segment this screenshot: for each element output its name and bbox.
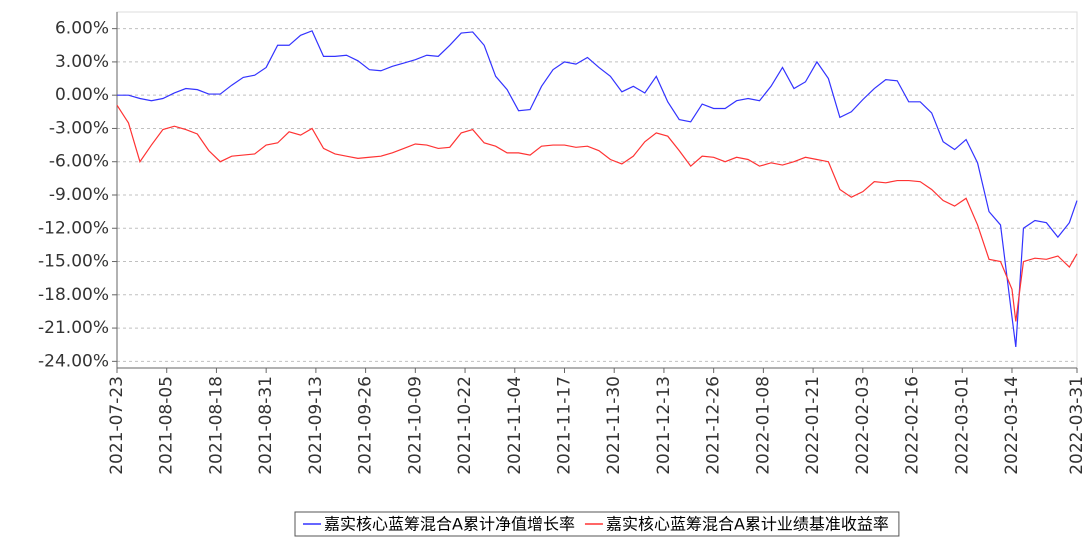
x-tick-label: 2022-01-08 <box>753 376 773 475</box>
series-line <box>116 104 1078 322</box>
legend-label: 嘉实核心蓝筹混合A累计业绩基准收益率 <box>606 515 889 534</box>
y-tick-label: 6.00% <box>55 19 109 39</box>
x-tick-label: 2022-03-01 <box>952 376 972 475</box>
x-tick-label: 2021-07-23 <box>107 376 127 475</box>
y-tick-label: -9.00% <box>49 185 109 205</box>
x-tick-label: 2021-11-30 <box>604 376 624 475</box>
y-tick-label: -6.00% <box>49 152 109 172</box>
y-tick-label: -12.00% <box>38 218 109 238</box>
y-tick-label: -18.00% <box>38 285 109 305</box>
x-tick-label: 2021-11-17 <box>554 376 574 475</box>
y-tick-label: 3.00% <box>55 52 109 72</box>
y-tick-label: -21.00% <box>38 318 109 338</box>
x-tick-label: 2021-08-05 <box>157 376 177 475</box>
series-line <box>117 30 1078 348</box>
x-tick-label: 2022-02-16 <box>903 376 923 475</box>
y-tick-label: -15.00% <box>38 252 109 272</box>
x-tick-label: 2022-03-14 <box>1002 376 1022 475</box>
x-tick-label: 2021-08-18 <box>206 376 226 475</box>
x-tick-label: 2021-08-31 <box>256 376 276 475</box>
x-tick-label: 2022-01-21 <box>803 376 823 475</box>
x-tick-label: 2021-11-04 <box>505 376 525 475</box>
legend-label: 嘉实核心蓝筹混合A累计净值增长率 <box>324 515 575 534</box>
x-tick-label: 2022-03-31 <box>1067 376 1087 475</box>
x-tick-label: 2021-10-22 <box>455 376 475 475</box>
x-tick-label: 2021-10-09 <box>405 376 425 475</box>
x-tick-label: 2021-12-26 <box>704 376 724 475</box>
x-tick-label: 2021-09-26 <box>356 376 376 475</box>
y-tick-label: -24.00% <box>38 351 109 371</box>
x-tick-label: 2022-02-03 <box>853 376 873 475</box>
y-tick-label: -3.00% <box>49 118 109 138</box>
x-tick-label: 2021-12-13 <box>654 376 674 475</box>
plot-area <box>116 11 1078 369</box>
x-tick-label: 2021-09-13 <box>306 376 326 475</box>
y-tick-label: 0.00% <box>55 85 109 105</box>
legend: 嘉实核心蓝筹混合A累计净值增长率 嘉实核心蓝筹混合A累计业绩基准收益率 <box>294 511 900 537</box>
